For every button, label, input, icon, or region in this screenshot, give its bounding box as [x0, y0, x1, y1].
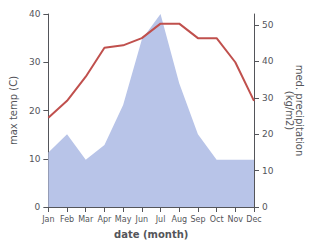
svg-text:Aug: Aug [171, 215, 187, 224]
svg-text:30: 30 [29, 57, 41, 67]
svg-text:10: 10 [262, 166, 274, 176]
svg-text:20: 20 [29, 106, 41, 116]
svg-text:50: 50 [262, 20, 274, 30]
svg-text:May: May [115, 215, 132, 224]
svg-text:Sep: Sep [190, 215, 205, 224]
svg-text:Dec: Dec [246, 215, 261, 224]
svg-text:20: 20 [262, 129, 274, 139]
svg-text:Oct: Oct [210, 215, 224, 224]
svg-text:10: 10 [29, 154, 41, 164]
svg-text:Nov: Nov [227, 215, 243, 224]
svg-text:Jul: Jul [155, 215, 166, 224]
svg-text:date (month): date (month) [114, 229, 188, 240]
svg-text:max temp (C): max temp (C) [8, 76, 19, 145]
svg-text:med. precipitation: med. precipitation [293, 64, 305, 157]
svg-text:30: 30 [262, 93, 274, 103]
svg-text:Mar: Mar [78, 215, 94, 224]
svg-text:40: 40 [29, 9, 41, 19]
svg-text:0: 0 [262, 202, 268, 212]
svg-text:0: 0 [35, 202, 41, 212]
svg-text:Jun: Jun [135, 215, 149, 224]
svg-text:Feb: Feb [60, 215, 74, 224]
svg-text:40: 40 [262, 56, 274, 66]
svg-text:Apr: Apr [98, 215, 113, 224]
svg-text:(kg/m2): (kg/m2) [284, 91, 295, 131]
svg-text:Jan: Jan [41, 215, 54, 224]
